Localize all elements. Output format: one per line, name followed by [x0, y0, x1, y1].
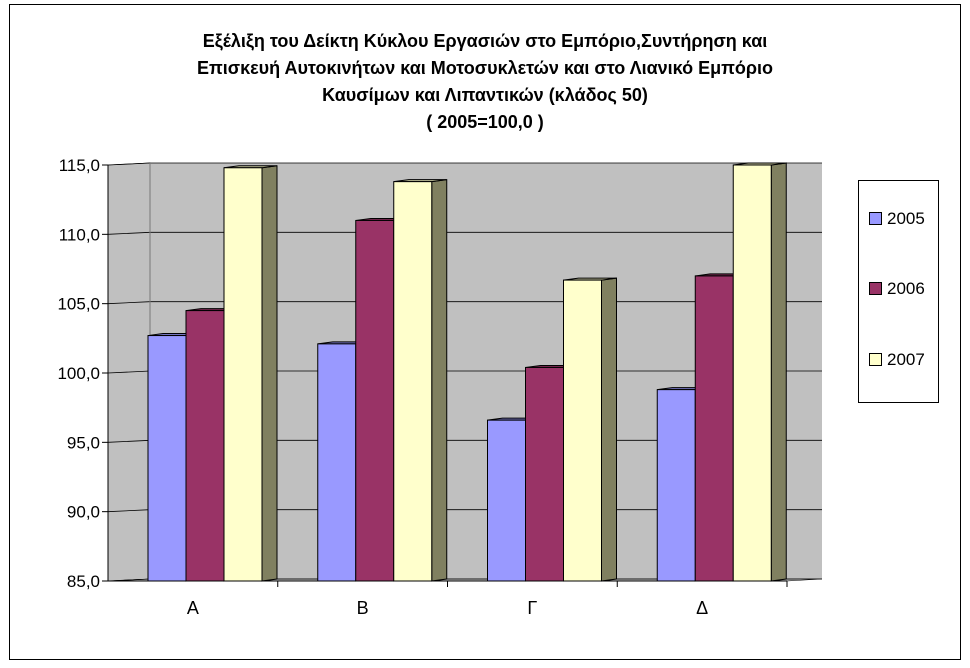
x-tick-label: Β: [357, 598, 369, 618]
bar-2005-Γ: [487, 419, 526, 582]
legend-label-2006: 2006: [887, 279, 925, 298]
bar-2005-Δ: [656, 389, 696, 582]
legend: 2005 2006 2007: [858, 180, 939, 403]
bar-2007-Α: [223, 167, 263, 582]
bar-2006-Γ: [525, 366, 564, 582]
bar-2006-Β: [355, 219, 395, 582]
chart-title: Εξέλιξη του Δείκτη Κύκλου Εργασιών στο Ε…: [0, 28, 970, 136]
bar-2007-Γ: [563, 279, 602, 582]
x-tick-label: Δ: [696, 598, 708, 618]
bar-side-2007-Β: [431, 179, 448, 582]
legend-label-2007: 2007: [887, 350, 925, 369]
bar-side-2007-Α: [261, 165, 278, 582]
y-tick-label: 100,0: [57, 364, 100, 383]
y-tick-label: 85,0: [67, 572, 100, 591]
y-tick-label: 90,0: [67, 503, 100, 522]
bar-2005-Α: [147, 335, 187, 582]
legend-label-2005: 2005: [887, 209, 925, 228]
x-tick-label: Γ: [527, 598, 537, 618]
y-tick-label: 110,0: [59, 225, 100, 244]
chart-title-line-3: Καυσίμων και Λιπαντικών (κλάδος 50): [322, 85, 648, 105]
side-gridline: [107, 231, 151, 235]
legend-swatch-2006: [869, 282, 882, 295]
bar-2007-Δ: [732, 164, 772, 582]
bar-2005-Β: [317, 343, 357, 582]
x-tick-label: Α: [187, 598, 199, 618]
chart-title-line-2: Επισκευή Αυτοκινήτων και Μοτοσυκλετών κα…: [196, 58, 774, 78]
legend-swatch-2007: [869, 353, 882, 366]
bar-2007-Β: [393, 181, 433, 582]
side-gridline: [107, 301, 151, 305]
y-tick-label: 115,0: [59, 156, 100, 175]
side-gridline: [107, 439, 151, 443]
bar-side-2007-Δ: [770, 162, 787, 582]
side-gridline: [107, 162, 151, 166]
y-tick-label: 105,0: [57, 295, 100, 314]
y-tick-label: 95,0: [67, 433, 100, 452]
bar-2006-Α: [185, 310, 225, 582]
chart-title-line-1: Εξέλιξη του Δείκτη Κύκλου Εργασιών στο Ε…: [202, 31, 768, 51]
chart-subtitle: ( 2005=100,0 ): [426, 112, 544, 132]
legend-swatch-2005: [869, 212, 882, 225]
side-gridline: [107, 509, 151, 513]
bar-2006-Δ: [694, 275, 734, 582]
side-gridline: [107, 370, 151, 374]
bar-side-2007-Γ: [601, 277, 617, 582]
